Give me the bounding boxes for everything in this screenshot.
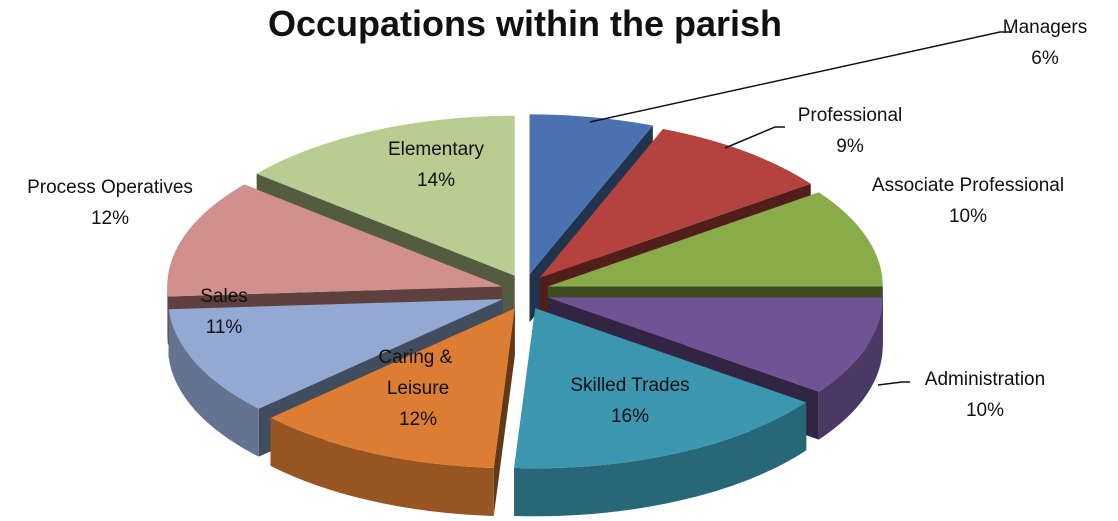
slice-label: Professional [798,105,903,126]
slice-value-label: 12% [91,208,129,229]
slice-value-label: 12% [399,409,437,430]
slice-wall [167,286,168,345]
slice-wall [514,402,807,517]
slice-label: Managers [1003,17,1088,38]
leader-line [724,126,785,149]
slice-value-label: 6% [1031,48,1059,69]
slice-top [167,184,503,297]
slice-label: Associate Professional [872,175,1064,196]
slice-value-label: 10% [949,206,987,227]
slice-top [514,308,807,469]
slice-label: Process Operatives [27,177,193,198]
slice-side [493,308,515,516]
slice-value-label: 10% [966,400,1004,421]
leader-line [589,31,1012,123]
slice-wall [270,417,494,516]
slice-label: Administration [925,369,1045,390]
slice-value-label: 11% [206,317,243,338]
slice-top [256,115,515,276]
pie [167,114,883,517]
slice-top [547,297,883,392]
slice-label: Sales [200,286,248,307]
slice-top [168,299,503,409]
slice-value-label: 16% [611,406,649,427]
slice-wall [168,309,259,457]
slice-label: Skilled Trades [570,375,689,396]
slice-label: Caring & Leisure [378,347,457,399]
slice-top [547,192,883,287]
slice-top [539,129,811,278]
slice-top [529,114,653,275]
slice-value-label: 14% [417,170,455,191]
slice-top [270,308,515,468]
slice-value-label: 9% [836,136,864,157]
leader-line [877,381,910,386]
slice [270,308,515,516]
slice-label: Elementary [388,139,485,160]
slice [514,308,807,517]
labels: Managers 6% Professional 9% Associate Profes… [27,17,1087,430]
slice-wall [818,297,883,440]
chart-title: Occupations within the parish [268,3,782,44]
